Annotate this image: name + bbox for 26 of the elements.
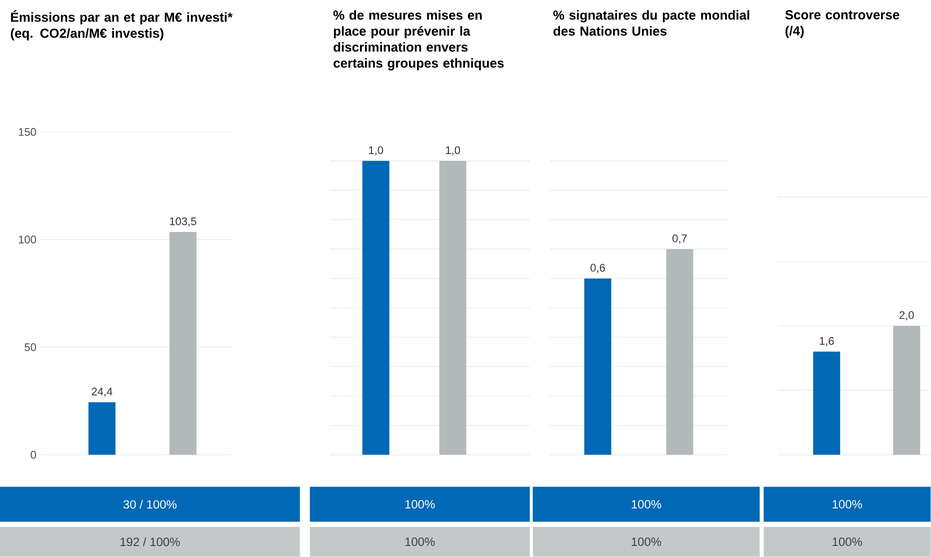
chart-title: % signataires du pacte mondial des Nations Unies [553,10,750,36]
y-tick-label: 150 [18,128,36,136]
data-label: 0,6 [590,264,605,274]
chart-title: % de mesures mises en place pour prévenir la discrimination envers certains groupes ethniques [333,10,504,70]
data-label: 1,0 [369,146,384,156]
text: 100% [832,538,862,546]
data-label: 103,5 [170,218,196,227]
data-label: 2,0 [900,311,914,320]
y-tick-label: 100 [18,236,36,244]
text: 100% [405,500,435,509]
text: 100% [405,538,435,546]
text: 192 / 100% [120,537,180,546]
text: 100% [832,500,862,509]
text: 30 / 100% [123,500,177,509]
y-tick-label: 50 [24,343,36,352]
data-label: 1,0 [446,146,460,156]
data-label: 1,6 [820,337,834,346]
y-tick-label: 0 [30,451,36,459]
text: 100% [632,500,662,509]
chart-subtitle: (eq. CO2/an/M€ investis) [10,28,164,41]
chart-subtitle: (/4) [786,26,804,38]
data-label: 24,4 [92,388,112,397]
chart-title: Émissions par an et par M€ investi* [11,10,233,25]
text: 100% [632,538,662,546]
chart-title: Score controverse [785,10,900,20]
data-label: 0,7 [672,234,687,244]
